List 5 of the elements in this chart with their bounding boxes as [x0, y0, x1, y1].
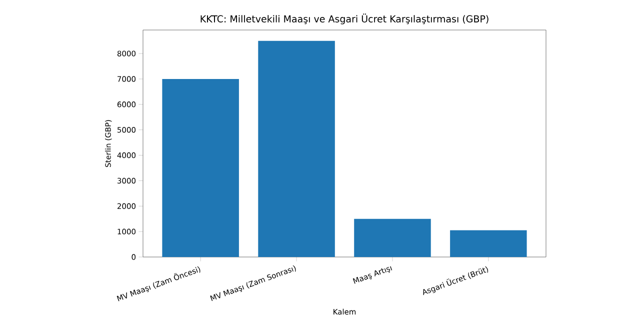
bar [258, 40, 335, 257]
bar [450, 230, 527, 257]
chart-title: KKTC: Milletvekili Maaşı ve Asgari Ücret Karşılaştırması (GBP) [200, 14, 488, 24]
bar [162, 78, 239, 257]
bar [354, 218, 431, 257]
